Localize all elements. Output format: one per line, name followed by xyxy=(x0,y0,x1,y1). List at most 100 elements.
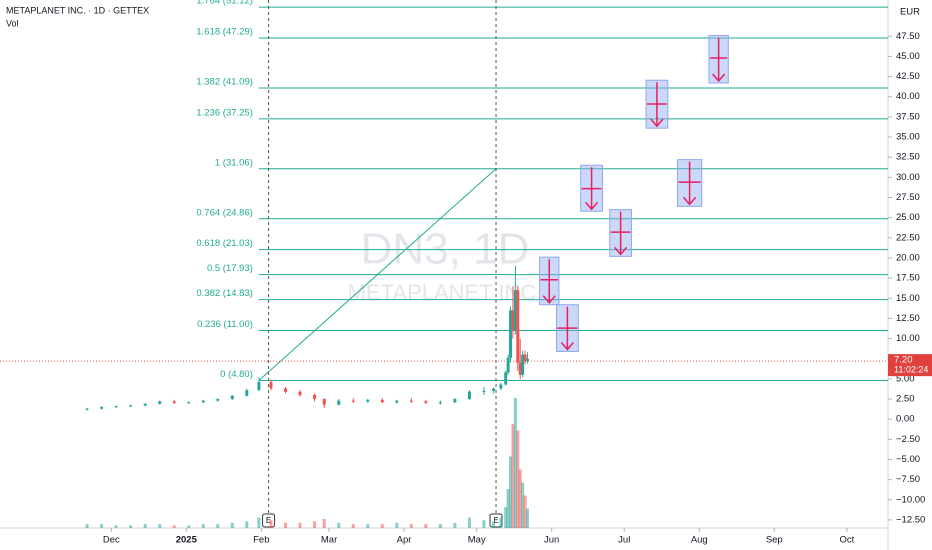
event-label: E xyxy=(266,516,271,525)
fib-label: 0.618 (21.03) xyxy=(196,238,253,249)
fib-label: 0.236 (11.00) xyxy=(197,319,253,330)
volume-bar xyxy=(424,524,428,528)
y-tick-label: 37.50 xyxy=(896,111,920,122)
x-tick-label: Oct xyxy=(839,535,854,546)
volume-bar xyxy=(509,456,513,528)
projection-arrow xyxy=(650,82,664,128)
candle-body xyxy=(516,290,520,363)
volume-bar xyxy=(129,525,133,528)
projection-arrow xyxy=(560,306,574,351)
candle-body xyxy=(337,400,341,405)
volume-bar xyxy=(284,522,288,528)
candle-body xyxy=(523,354,527,362)
volume-bar xyxy=(482,520,486,528)
candle-body xyxy=(322,399,326,405)
volume-bar xyxy=(337,522,341,528)
fib-label: 1.618 (47.29) xyxy=(196,26,253,37)
volume-bar xyxy=(85,524,89,528)
candle-body xyxy=(518,362,522,375)
y-tick-label: 0.00 xyxy=(896,414,915,425)
volume-bar xyxy=(143,524,147,528)
y-tick-label: −7.50 xyxy=(896,474,920,485)
candle-body xyxy=(366,399,370,402)
volume-bar xyxy=(245,521,249,528)
y-tick-label: 20.00 xyxy=(896,252,920,263)
volume-bar xyxy=(366,524,370,528)
volume-bar xyxy=(201,524,205,528)
candle-body xyxy=(129,405,133,407)
y-tick-label: 42.50 xyxy=(896,71,920,82)
volume-bar xyxy=(216,524,220,528)
x-tick-label: Dec xyxy=(103,535,120,546)
volume-bar xyxy=(100,524,104,528)
candle-body xyxy=(511,310,515,331)
y-tick-label: 17.50 xyxy=(896,273,920,284)
fib-label: 1.382 (41.09) xyxy=(196,76,253,87)
candle-body xyxy=(298,391,302,395)
x-tick-label: 2025 xyxy=(176,535,198,546)
y-tick-label: −2.50 xyxy=(896,434,920,445)
y-tick-label: 32.50 xyxy=(896,152,920,163)
candle-body xyxy=(509,310,513,358)
candle-body xyxy=(453,399,457,403)
projection-arrow xyxy=(614,211,628,256)
volume-bar xyxy=(298,522,302,528)
volume-bar xyxy=(438,524,442,528)
x-tick-label: Aug xyxy=(691,535,708,546)
volume-bar xyxy=(257,517,261,528)
volume-bar xyxy=(523,495,527,528)
projection-arrow xyxy=(542,259,556,304)
y-tick-label: −12.50 xyxy=(896,514,925,525)
candle-body xyxy=(158,401,162,404)
y-tick-label: 12.50 xyxy=(896,313,920,324)
y-tick-label: 2.50 xyxy=(896,394,915,405)
candle-body xyxy=(269,382,273,389)
fib-label: 0.5 (17.93) xyxy=(207,263,253,274)
volume-bar xyxy=(395,522,399,528)
candle-body xyxy=(85,408,89,410)
currency: EUR xyxy=(900,7,920,18)
candle-body xyxy=(409,400,413,402)
candle-body xyxy=(201,400,205,403)
volume-bar xyxy=(230,522,234,528)
candle-body xyxy=(187,402,191,404)
y-tick-label: 5.00 xyxy=(896,373,915,384)
candle-body xyxy=(313,394,317,400)
y-tick-label: 25.00 xyxy=(896,212,920,223)
fib-label: 1.764 (51.12) xyxy=(196,0,253,7)
volume-bar xyxy=(467,517,471,528)
candle-body xyxy=(216,399,220,401)
candle-body xyxy=(499,384,503,389)
indicator[interactable]: Vol xyxy=(6,18,19,28)
y-tick-label: 27.50 xyxy=(896,192,920,203)
candle-body xyxy=(230,395,234,400)
x-tick-label: Sep xyxy=(766,535,783,546)
event-label: E xyxy=(493,516,498,525)
candle-body xyxy=(172,401,176,404)
y-tick-label: 30.00 xyxy=(896,172,920,183)
volume-bar xyxy=(322,518,326,528)
volume-bar xyxy=(511,424,515,528)
y-tick-label: −10.00 xyxy=(896,494,925,505)
volume-bar xyxy=(506,489,510,528)
symbol[interactable]: METAPLANET INC. · 1D · GETTEX xyxy=(6,5,149,15)
candle-body xyxy=(380,399,384,403)
countdown: 11:02:24 xyxy=(894,365,928,375)
candle-body xyxy=(143,403,147,406)
candle-body xyxy=(504,372,508,385)
volume-bar xyxy=(525,508,529,528)
candle-body xyxy=(100,407,104,409)
fib-label: 0.382 (14.83) xyxy=(196,288,253,299)
volume-bar xyxy=(187,525,191,528)
y-tick-label: 15.00 xyxy=(896,293,920,304)
y-tick-label: 45.00 xyxy=(896,51,920,62)
fib-label: 0.764 (24.86) xyxy=(196,207,253,218)
x-tick-label: Apr xyxy=(397,535,412,546)
candle-body xyxy=(525,358,529,362)
candle-body xyxy=(284,388,288,392)
volume-bar xyxy=(516,430,520,528)
volume-bar xyxy=(158,524,162,528)
volume-bar xyxy=(269,520,273,528)
candle-body xyxy=(506,357,510,373)
